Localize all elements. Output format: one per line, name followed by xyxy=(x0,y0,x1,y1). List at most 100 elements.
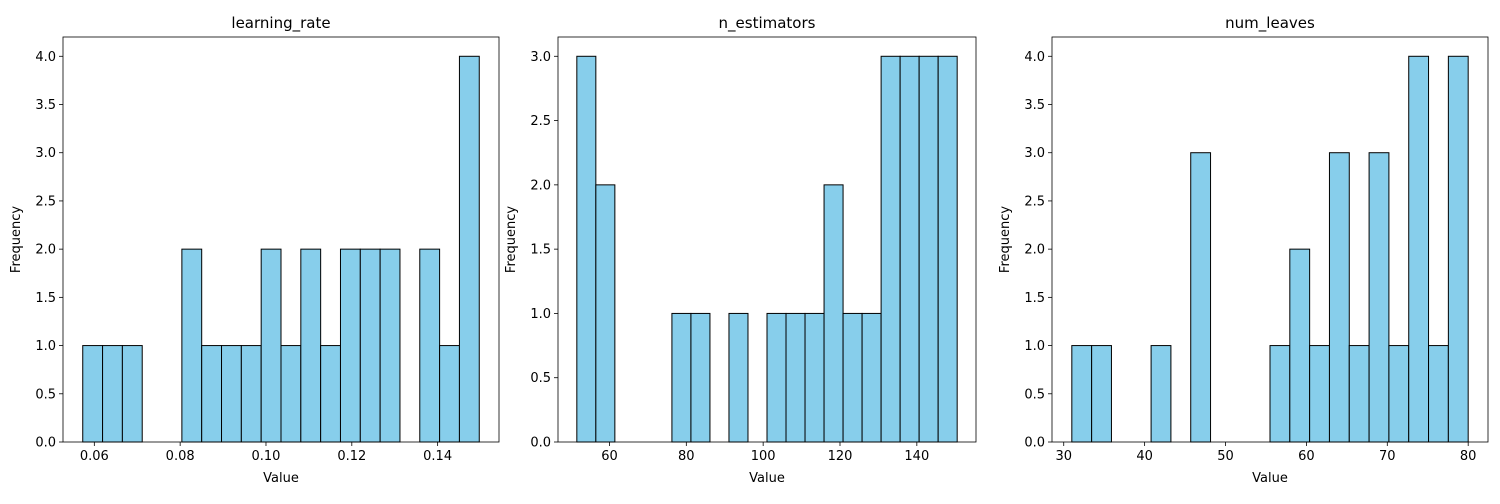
y-tick-label: 3.0 xyxy=(1024,146,1045,161)
y-tick-label: 0.0 xyxy=(35,436,56,451)
x-tick-label: 0.14 xyxy=(423,449,452,464)
histogram-bar xyxy=(339,248,361,443)
histogram-bar xyxy=(823,184,844,443)
histogram-bar xyxy=(1071,345,1093,443)
x-axis-label: Value xyxy=(1252,471,1288,486)
histogram-bar xyxy=(1289,248,1311,443)
x-tick-label: 60 xyxy=(601,449,618,464)
histogram-bar xyxy=(419,248,441,443)
y-tick-label: 2.0 xyxy=(530,178,551,193)
y-tick-label: 3.0 xyxy=(530,50,551,65)
histogram-bar xyxy=(1309,345,1330,443)
y-tick-label: 2.5 xyxy=(35,194,56,209)
histogram-bar xyxy=(1150,345,1172,443)
x-tick-label: 0.10 xyxy=(252,449,281,464)
x-tick-label: 70 xyxy=(1379,449,1396,464)
histogram-bar xyxy=(899,55,920,443)
y-tick-label: 0.5 xyxy=(1024,387,1045,402)
axes-frame xyxy=(62,36,500,443)
axes-frame xyxy=(557,36,977,443)
histogram-bar xyxy=(181,248,203,443)
histogram-bar xyxy=(1190,152,1212,443)
x-tick-label: 120 xyxy=(828,449,853,464)
x-tick-label: 140 xyxy=(904,449,929,464)
histogram-bar xyxy=(240,345,262,443)
y-tick-label: 1.0 xyxy=(530,307,551,322)
y-tick-label: 1.5 xyxy=(35,291,56,306)
y-axis-label: Frequency xyxy=(504,206,519,273)
x-tick-label: 40 xyxy=(1136,449,1153,464)
y-tick-label: 3.5 xyxy=(35,98,56,113)
histogram-bar xyxy=(1428,345,1449,443)
histogram-bar xyxy=(671,312,692,443)
histogram-bar xyxy=(201,345,223,443)
x-tick-label: 50 xyxy=(1217,449,1234,464)
panel-learning-rate: learning_rate Value Frequency 0.06 0.08 0.… xyxy=(9,14,500,486)
histogram-bar xyxy=(320,345,341,443)
histogram-bar xyxy=(1269,345,1291,443)
y-axis-label: Frequency xyxy=(998,206,1013,273)
x-tick-label: 80 xyxy=(1460,449,1477,464)
histogram-bar xyxy=(121,345,143,443)
chart-title: n_estimators xyxy=(719,14,816,33)
y-tick-label: 2.5 xyxy=(530,114,551,129)
x-axis-label: Value xyxy=(749,471,785,486)
histogram-bar xyxy=(379,248,401,443)
y-tick-label: 4.0 xyxy=(35,50,56,65)
y-tick-label: 1.0 xyxy=(35,339,56,354)
histogram-bar xyxy=(439,345,460,443)
histogram-bar xyxy=(842,312,863,443)
histogram-bar xyxy=(1408,55,1430,443)
panel-num-leaves: num_leaves Value Frequency 30 40 50 60 70 80 0… xyxy=(998,14,1489,486)
histogram-bar xyxy=(300,248,322,443)
y-tick-label: 1.5 xyxy=(530,243,551,258)
y-tick-label: 3.5 xyxy=(1024,98,1045,113)
histogram-bar xyxy=(861,312,882,443)
x-tick-label: 60 xyxy=(1298,449,1315,464)
histogram-bar xyxy=(359,248,381,443)
histogram-bar xyxy=(102,345,123,443)
y-tick-label: 0.5 xyxy=(530,371,551,386)
chart-title: num_leaves xyxy=(1225,14,1315,33)
histogram-bar xyxy=(785,312,806,443)
histogram-bar xyxy=(221,345,242,443)
x-tick-label: 100 xyxy=(751,449,776,464)
x-tick-label: 80 xyxy=(678,449,695,464)
x-axis-label: Value xyxy=(263,471,299,486)
x-tick-label: 0.12 xyxy=(337,449,366,464)
histogram-bar xyxy=(728,312,749,443)
histogram-bar xyxy=(880,55,901,443)
histogram-bar xyxy=(576,55,597,443)
x-tick-label: 30 xyxy=(1055,449,1072,464)
histogram-bar xyxy=(690,312,711,443)
chart-title: learning_rate xyxy=(231,14,330,33)
histogram-bar xyxy=(1368,152,1390,443)
x-tick-label: 0.08 xyxy=(166,449,195,464)
x-tick-label: 0.06 xyxy=(80,449,109,464)
panel-n-estimators: n_estimators Value Frequency 60 80 100 120 1… xyxy=(504,14,977,486)
histogram-bar xyxy=(1328,152,1350,443)
y-tick-label: 1.0 xyxy=(1024,339,1045,354)
histogram-bar xyxy=(1388,345,1410,443)
y-tick-label: 3.0 xyxy=(35,146,56,161)
y-tick-label: 0.5 xyxy=(35,387,56,402)
histogram-bar xyxy=(280,345,302,443)
axes-frame xyxy=(1051,36,1489,443)
histogram-bar xyxy=(918,55,939,443)
y-tick-label: 0.0 xyxy=(530,436,551,451)
histogram-bar xyxy=(595,184,616,443)
histogram-bar xyxy=(1091,345,1112,443)
y-tick-label: 2.0 xyxy=(1024,243,1045,258)
histogram-bar xyxy=(804,312,825,443)
y-axis-label: Frequency xyxy=(9,206,24,273)
y-tick-label: 1.5 xyxy=(1024,291,1045,306)
y-tick-label: 0.0 xyxy=(1024,436,1045,451)
histogram-bar xyxy=(766,312,787,443)
histogram-bar xyxy=(260,248,282,443)
histogram-bar xyxy=(937,55,958,443)
y-tick-label: 2.0 xyxy=(35,243,56,258)
histogram-bar xyxy=(1447,55,1469,443)
y-tick-label: 4.0 xyxy=(1024,50,1045,65)
